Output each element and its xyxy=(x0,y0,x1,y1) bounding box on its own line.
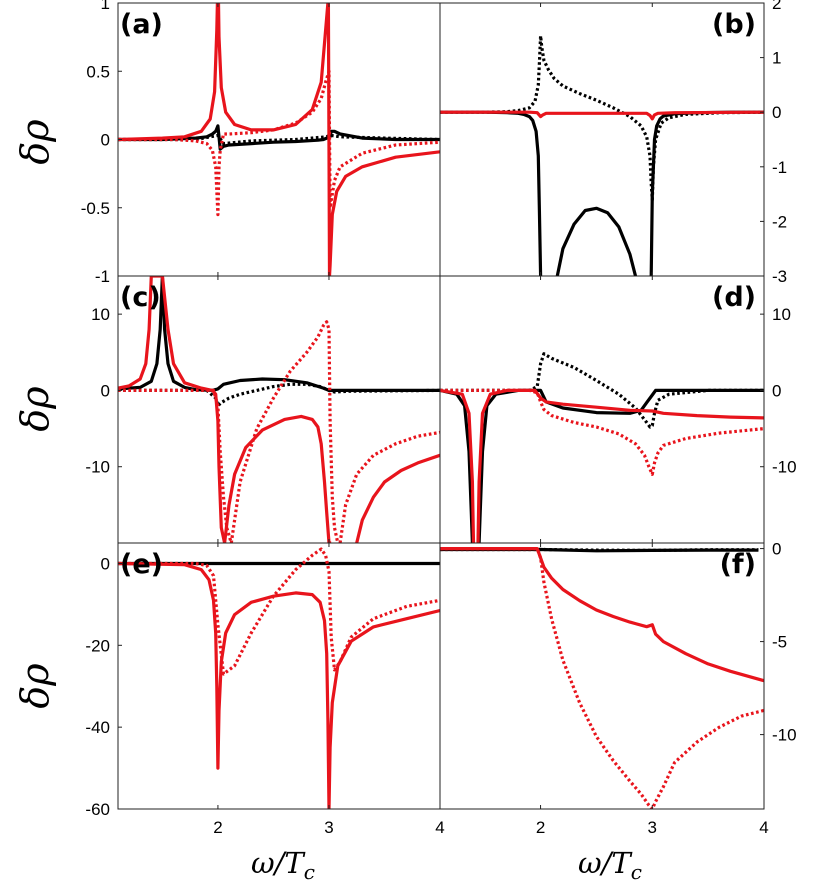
series-d-2-black-solid xyxy=(477,388,764,543)
ytick-label-b-2: -1 xyxy=(772,158,787,177)
ytick-label-d-0: -10 xyxy=(772,458,797,477)
panel-b: -3 -2 -1 0 1 2 (b) xyxy=(439,0,787,286)
ytick-label-a-1: -0.5 xyxy=(81,199,110,218)
xlabel-left-main: ω/T xyxy=(251,846,306,880)
ytick-label-f-0: -10 xyxy=(772,726,797,745)
panel-frame-f xyxy=(439,542,765,810)
series-d-5-red-solid xyxy=(440,388,476,543)
series-f-3-red-solid xyxy=(440,546,764,683)
ylabel-row-2: δρ xyxy=(13,386,57,432)
xlabel-right-main: ω/T xyxy=(578,846,633,880)
xtick-label-e-2: 4 xyxy=(435,818,444,837)
ytick-label-b-4: 1 xyxy=(772,49,781,68)
ytick-label-b-0: -3 xyxy=(772,267,787,286)
ytick-label-c-2: 10 xyxy=(91,305,110,324)
ytick-label-d-2: 10 xyxy=(772,305,791,324)
panel-e: -60 -40 -20 0 2 3 4 (e) xyxy=(85,542,445,837)
ytick-label-b-3: 0 xyxy=(772,103,781,122)
ylabel-row-3: δρ xyxy=(13,663,57,709)
series-d-7-red-dotted xyxy=(440,388,764,476)
series-b-2-black-solid xyxy=(555,206,638,276)
series-c-8-red-dotted xyxy=(338,430,440,543)
ylabel-row-1: δρ xyxy=(13,119,57,165)
series-d-4-black-dotted xyxy=(440,352,764,429)
ytick-label-e-3: 0 xyxy=(101,554,110,573)
ytick-label-f-1: -5 xyxy=(772,633,787,652)
panel-d: -10 0 10 (d) xyxy=(439,275,797,544)
xtick-label-e-1: 3 xyxy=(324,818,333,837)
series-c-5-red-solid xyxy=(355,453,440,543)
series-a-2-black-dotted xyxy=(118,133,440,146)
series-e-2-red-solid xyxy=(118,561,440,809)
series-b-5-red-solid xyxy=(440,110,764,121)
xtick-label-f-2: 4 xyxy=(759,818,768,837)
panel-label-a: (a) xyxy=(120,9,163,40)
ytick-label-a-2: 0 xyxy=(101,131,110,150)
panel-frame-d xyxy=(439,275,765,544)
xtick-label-f-0: 2 xyxy=(536,818,545,837)
panel-label-c: (c) xyxy=(120,282,161,313)
series-c-3-red-solid xyxy=(118,276,227,543)
xlabel-right-sub: c xyxy=(631,860,642,884)
xtick-label-f-1: 3 xyxy=(648,818,657,837)
panel-label-f: (f) xyxy=(720,549,756,580)
series-a-1-black-solid xyxy=(118,124,440,151)
series-b-1-black-solid xyxy=(440,110,543,276)
ytick-label-a-3: 0.5 xyxy=(86,62,110,81)
panel-label-e: (e) xyxy=(120,549,163,580)
panel-frame-e xyxy=(117,542,441,810)
xlabel-left-sub: c xyxy=(304,860,315,884)
ytick-label-e-2: -20 xyxy=(85,636,110,655)
xtick-label-e-0: 2 xyxy=(213,818,222,837)
xlabel-right: ω/Tc xyxy=(578,846,642,884)
panel-c: -10 0 10 (c) xyxy=(85,275,441,544)
ytick-label-a-4: 1 xyxy=(101,0,110,13)
series-c-6-red-dotted xyxy=(118,388,233,543)
ytick-label-b-5: 2 xyxy=(772,0,781,13)
panel-label-b: (b) xyxy=(712,9,756,40)
series-c-1-black-solid xyxy=(118,276,440,392)
ytick-label-e-1: -40 xyxy=(85,718,110,737)
series-c-7-red-dotted xyxy=(229,320,340,543)
series-b-3-black-solid xyxy=(649,110,764,276)
series-f-4-red-dotted xyxy=(440,546,764,809)
series-c-4-red-solid xyxy=(223,414,332,543)
ytick-label-e-0: -60 xyxy=(85,800,110,819)
ytick-label-f-2: 0 xyxy=(772,540,781,559)
series-c-2-black-dotted xyxy=(118,382,440,408)
panel-a: -1 -0.5 0 0.5 1 (a) xyxy=(81,0,441,286)
series-e-3-red-dotted xyxy=(118,547,440,676)
ytick-label-d-1: 0 xyxy=(772,381,781,400)
ytick-label-a-0: -1 xyxy=(95,267,110,286)
series-d-6-red-solid xyxy=(476,388,764,543)
xlabel-left: ω/Tc xyxy=(251,846,315,884)
ytick-label-c-0: -10 xyxy=(85,458,110,477)
series-a-4-red-dotted xyxy=(118,69,440,217)
panel-frame-b xyxy=(439,2,765,277)
ytick-label-c-1: 0 xyxy=(101,381,110,400)
series-b-4-black-dotted xyxy=(440,34,764,202)
panel-f: -10 -5 0 2 3 4 (f) xyxy=(439,540,797,837)
panel-label-d: (d) xyxy=(712,282,756,313)
ytick-label-b-1: -2 xyxy=(772,212,787,231)
